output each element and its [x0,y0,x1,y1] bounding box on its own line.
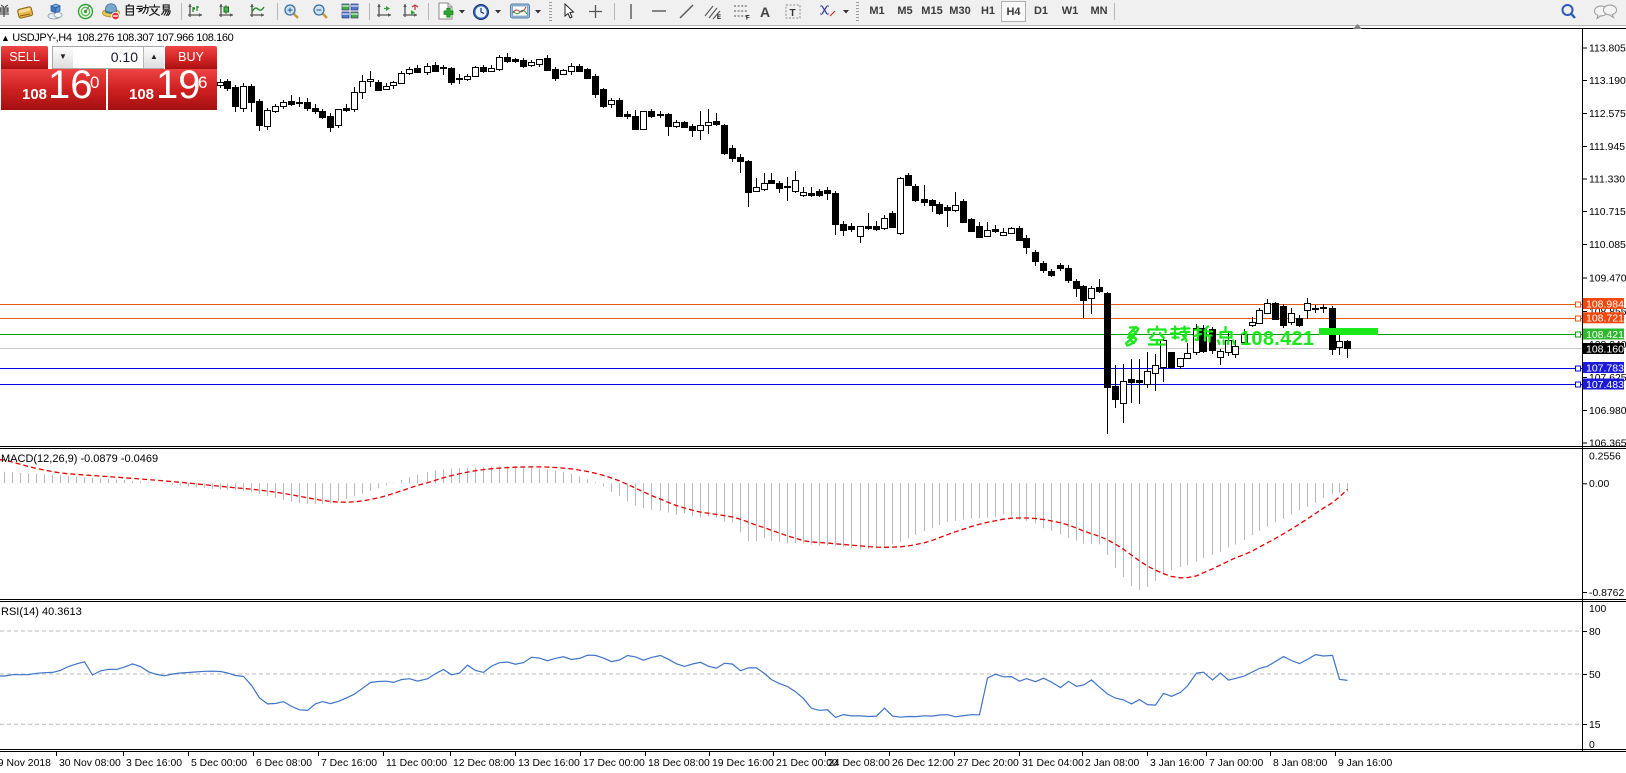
svg-text:111.330: 111.330 [1589,174,1625,185]
svg-text:108.421: 108.421 [1586,329,1624,341]
svg-text:107.625: 107.625 [1589,373,1626,384]
svg-text:80: 80 [1589,627,1601,638]
svg-text:113.190: 113.190 [1589,76,1626,87]
svg-text:107.783: 107.783 [1586,362,1624,374]
svg-text:27 Dec 20:00: 27 Dec 20:00 [957,758,1019,769]
svg-text:F: F [746,16,750,21]
svg-text:108.721: 108.721 [1586,313,1624,325]
svg-text:110.085: 110.085 [1589,240,1626,251]
svg-text:3 Jan 16:00: 3 Jan 16:00 [1150,758,1205,769]
svg-text:15: 15 [1589,720,1601,731]
svg-text:110.715: 110.715 [1589,207,1626,218]
svg-text:13 Dec 16:00: 13 Dec 16:00 [518,758,580,769]
svg-text:26 Dec 12:00: 26 Dec 12:00 [892,758,954,769]
svg-text:11 Dec 00:00: 11 Dec 00:00 [386,758,447,769]
svg-text:2 Jan 08:00: 2 Jan 08:00 [1085,758,1140,769]
svg-text:111.945: 111.945 [1589,142,1625,153]
svg-text:109.470: 109.470 [1589,273,1626,284]
svg-text:18 Dec 08:00: 18 Dec 08:00 [648,758,710,769]
svg-text:107.483: 107.483 [1586,379,1624,391]
svg-text:108.160: 108.160 [1586,343,1624,355]
svg-text:MACD(12,26,9) -0.0879 -0.0469: MACD(12,26,9) -0.0879 -0.0469 [1,453,158,465]
svg-text:T: T [790,8,796,19]
svg-text:108.984: 108.984 [1586,298,1624,310]
svg-text:12 Dec 08:00: 12 Dec 08:00 [453,758,515,769]
svg-text:100: 100 [1589,604,1607,615]
svg-text:3 Dec 16:00: 3 Dec 16:00 [126,758,182,769]
svg-text:19 Dec 16:00: 19 Dec 16:00 [712,758,774,769]
svg-text:113.805: 113.805 [1589,43,1626,54]
svg-text:30 Nov 08:00: 30 Nov 08:00 [59,758,121,769]
svg-text:29 Nov 2018: 29 Nov 2018 [0,758,51,769]
svg-text:6 Dec 08:00: 6 Dec 08:00 [256,758,312,769]
svg-text:0: 0 [1589,740,1595,751]
svg-text:E: E [717,15,721,20]
svg-text:9 Jan 16:00: 9 Jan 16:00 [1338,758,1393,769]
svg-text:RSI(14) 40.3613: RSI(14) 40.3613 [1,606,82,618]
svg-text:50: 50 [1589,670,1601,681]
svg-text:106.980: 106.980 [1589,406,1626,417]
svg-text:7 Jan 00:00: 7 Jan 00:00 [1209,758,1264,769]
svg-text:17 Dec 00:00: 17 Dec 00:00 [583,758,645,769]
svg-text:5 Dec 00:00: 5 Dec 00:00 [191,758,247,769]
svg-text:-0.8762: -0.8762 [1589,588,1624,599]
svg-text:0.2556: 0.2556 [1589,451,1621,462]
svg-text:8 Jan 08:00: 8 Jan 08:00 [1273,758,1328,769]
svg-text:0.00: 0.00 [1589,479,1609,490]
svg-text:112.575: 112.575 [1589,109,1626,120]
svg-text:21 Dec 00:00: 21 Dec 00:00 [776,758,838,769]
svg-text:24 Dec 08:00: 24 Dec 08:00 [828,758,890,769]
svg-text:106.365: 106.365 [1589,438,1626,449]
svg-text:7 Dec 16:00: 7 Dec 16:00 [321,758,377,769]
svg-text:31 Dec 04:00: 31 Dec 04:00 [1022,758,1084,769]
svg-text:108.421: 108.421 [1240,328,1314,350]
